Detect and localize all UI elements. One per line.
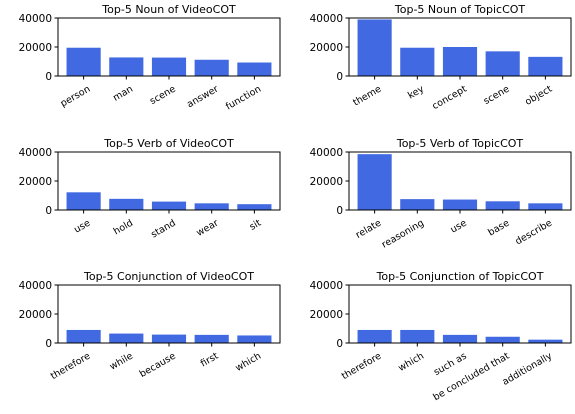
bar xyxy=(109,57,144,76)
subplot-title: Top-5 Noun of VideoCOT xyxy=(101,3,236,16)
subplot-1: Top-5 Noun of VideoCOT person man scene answ… xyxy=(19,3,281,113)
y-tick-label: 40000 xyxy=(19,147,52,159)
x-tick-label: function xyxy=(224,84,263,113)
y-tick-label: 0 xyxy=(45,71,52,83)
y-tick-label: 0 xyxy=(45,205,52,217)
y-tick-label: 0 xyxy=(336,205,343,217)
subplot-5: Top-5 Conjunction of VideoCOT therefore wh… xyxy=(19,270,281,383)
subplot-title: Top-5 Verb of VideoCOT xyxy=(103,137,234,150)
axes-frame xyxy=(348,151,572,211)
x-tick-label: use xyxy=(72,218,92,236)
x-tick-label: which xyxy=(397,351,426,374)
x-tick-label: while xyxy=(108,351,135,373)
subplot-2: Top-5 Noun of TopicCOT theme key concept sce… xyxy=(310,3,572,112)
x-tick-label: key xyxy=(406,83,426,101)
subplot-3: Top-5 Verb of VideoCOT use hold stand wear si… xyxy=(19,137,281,241)
y-tick-label: 0 xyxy=(336,71,343,83)
bar xyxy=(151,334,187,343)
bar xyxy=(528,339,563,343)
bar xyxy=(357,19,392,76)
x-tick-label: base xyxy=(486,218,511,239)
bar xyxy=(528,56,563,76)
axes-frame xyxy=(57,151,281,211)
axes-frame xyxy=(57,284,281,344)
x-tick-label: which xyxy=(234,351,263,374)
bar xyxy=(357,154,392,210)
bar xyxy=(528,203,563,210)
x-tick-label: hold xyxy=(112,218,135,238)
axes-frame xyxy=(348,17,572,77)
bar xyxy=(400,47,435,76)
x-tick-label: object xyxy=(523,83,554,107)
bar xyxy=(194,59,229,76)
bar xyxy=(109,198,144,210)
x-tick-label: man xyxy=(111,84,135,104)
y-tick-label: 40000 xyxy=(310,13,343,25)
subplot-title: Top-5 Verb of TopicCOT xyxy=(396,137,524,150)
subplot-title: Top-5 Conjunction of TopicCOT xyxy=(376,270,544,283)
bar xyxy=(151,57,187,76)
x-tick-label: scene xyxy=(148,84,178,108)
y-tick-label: 20000 xyxy=(310,176,343,188)
x-tick-label: wear xyxy=(195,218,221,239)
x-tick-label: use xyxy=(449,218,469,236)
y-tick-label: 40000 xyxy=(310,147,343,159)
bar xyxy=(194,203,229,210)
subplot-title: Top-5 Noun of TopicCOT xyxy=(394,3,526,16)
bar xyxy=(485,336,520,343)
x-tick-label: answer xyxy=(185,84,220,111)
bar xyxy=(66,329,101,343)
y-tick-label: 40000 xyxy=(310,280,343,292)
x-tick-label: relate xyxy=(354,218,384,241)
bar xyxy=(442,47,478,76)
x-tick-label: person xyxy=(59,84,93,110)
bar xyxy=(400,329,435,343)
x-tick-label: sit xyxy=(248,217,264,232)
bar xyxy=(151,201,187,210)
bar xyxy=(442,334,478,343)
x-tick-label: stand xyxy=(149,218,178,241)
subplot-6: Top-5 Conjunction of TopicCOT therefore wh… xyxy=(310,270,572,403)
y-tick-label: 20000 xyxy=(19,42,52,54)
y-tick-label: 0 xyxy=(45,338,52,350)
x-tick-label: first xyxy=(199,350,221,369)
x-tick-label: because xyxy=(138,351,178,380)
y-tick-label: 40000 xyxy=(19,280,52,292)
y-tick-label: 40000 xyxy=(19,13,52,25)
x-tick-label: therefore xyxy=(49,351,93,383)
x-tick-label: theme xyxy=(351,84,383,109)
bar xyxy=(357,329,392,343)
x-tick-label: concept xyxy=(430,83,469,112)
bar xyxy=(66,47,101,76)
bar xyxy=(485,51,520,76)
x-tick-label: reasoning xyxy=(380,218,426,251)
bar xyxy=(109,333,144,343)
bar xyxy=(237,204,272,210)
axes-frame xyxy=(348,284,572,344)
bar xyxy=(400,199,435,210)
y-tick-label: 0 xyxy=(336,338,343,350)
axes-frame xyxy=(57,17,281,77)
bar xyxy=(66,192,101,210)
x-tick-label: such as xyxy=(432,351,469,379)
subplot-title: Top-5 Conjunction of VideoCOT xyxy=(83,270,254,283)
x-tick-label: scene xyxy=(482,84,512,108)
bar xyxy=(237,62,272,76)
bar xyxy=(442,199,478,210)
y-tick-label: 20000 xyxy=(310,42,343,54)
x-tick-label: describe xyxy=(514,218,555,248)
bar xyxy=(237,335,272,343)
y-tick-label: 20000 xyxy=(310,309,343,321)
x-tick-label: therefore xyxy=(340,351,384,383)
y-tick-label: 20000 xyxy=(19,176,52,188)
x-tick-label: be concluded that xyxy=(431,350,511,403)
y-tick-label: 20000 xyxy=(19,309,52,321)
bar xyxy=(194,334,229,343)
bar xyxy=(485,201,520,210)
